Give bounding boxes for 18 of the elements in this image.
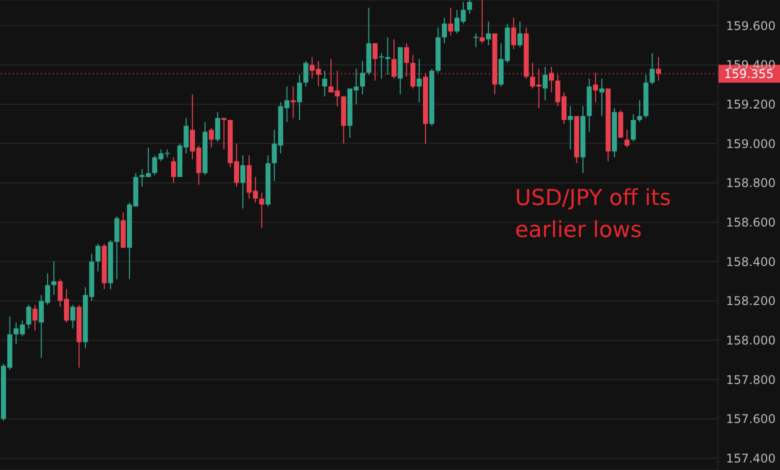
candlestick xyxy=(290,86,296,118)
y-tick-label: 158.200 xyxy=(726,294,776,308)
candlestick xyxy=(568,106,573,150)
y-tick-label: 157.600 xyxy=(726,412,776,426)
candlestick xyxy=(599,78,604,116)
candlestick xyxy=(221,118,226,150)
candlestick xyxy=(473,33,478,48)
y-tick-label: 158.000 xyxy=(726,333,776,348)
y-tick-label: 158.600 xyxy=(726,215,776,230)
y-tick-label: 159.000 xyxy=(726,136,776,151)
y-tick-label: 157.400 xyxy=(726,451,776,466)
annotation: USD/JPY off its earlier lows xyxy=(515,186,671,243)
y-tick-label: 159.600 xyxy=(726,18,776,33)
candlestick xyxy=(480,0,485,44)
y-tick-label: 158.400 xyxy=(726,254,776,269)
y-tick-label: 158.800 xyxy=(726,176,776,190)
y-tick-label: 159.200 xyxy=(726,97,776,112)
y-tick-label: 157.800 xyxy=(726,372,776,387)
